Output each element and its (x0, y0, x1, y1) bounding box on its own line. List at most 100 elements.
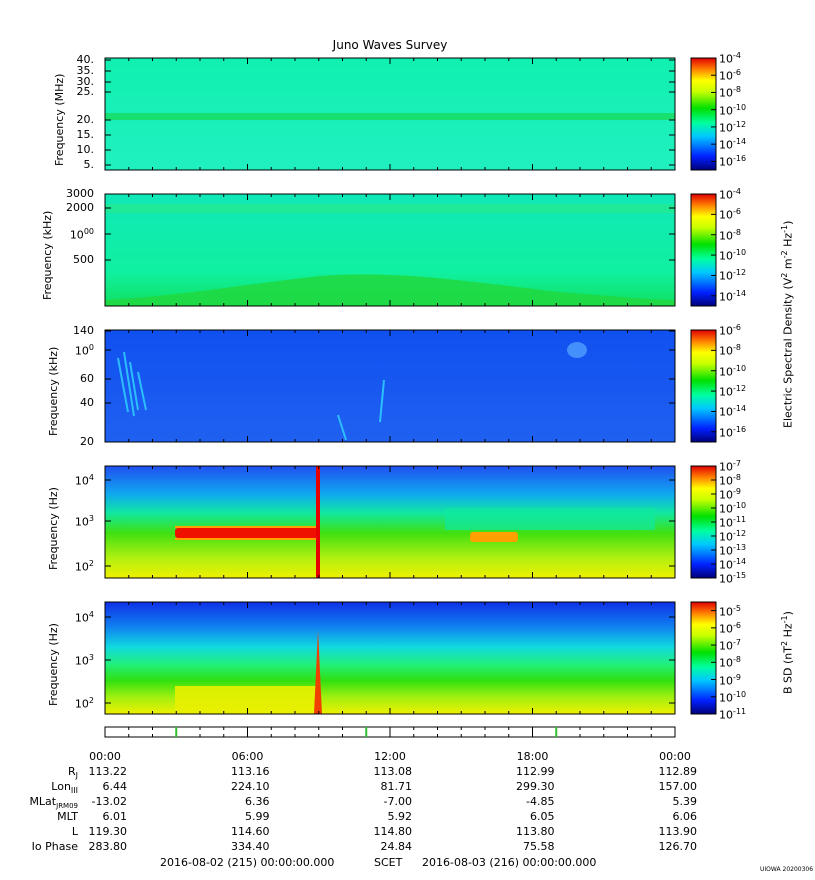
ephemeris-value: 5.99 (245, 810, 270, 823)
colorbar-tick-label: 10-12 (719, 119, 747, 135)
band-2000khz (105, 204, 675, 213)
y-tick-label: 102 (74, 559, 94, 574)
colorbar-tick-label: 10-12 (719, 384, 747, 399)
ephemeris-value: 6.01 (102, 810, 128, 823)
colorbar-tick-label: 10-8 (719, 473, 741, 488)
ephemeris-value: -4.85 (526, 795, 555, 808)
ephemeris-value: 113.90 (658, 825, 698, 838)
ephemeris-value: 113.16 (231, 765, 270, 778)
ephemeris-value: 299.30 (516, 780, 555, 793)
x-tick-label: 06:00 (231, 750, 264, 763)
colorbar-tick-label: 10-12 (719, 529, 747, 544)
y-tick-label: 3000 (66, 187, 94, 200)
colorbar-tick-label: 10-16 (719, 424, 747, 440)
impulse-5 (314, 630, 322, 714)
x-tick-label: 12:00 (374, 750, 406, 763)
ephemeris-value: -13.02 (91, 795, 127, 808)
colorbar-tick-label: 10-6 (719, 68, 741, 83)
ephemeris-value: 113.08 (373, 765, 413, 778)
colorbar-tick-label: 10-4 (719, 51, 741, 66)
y-tick-label: 35. (76, 64, 95, 77)
colorbar-tick-label: 10-8 (719, 655, 741, 670)
ephemeris-value: 126.70 (658, 840, 698, 853)
colorbar-tick-label: 10-8 (719, 343, 741, 359)
start-time: 2016-08-02 (215) 00:00:00.000 (160, 856, 335, 869)
colorbar-tick-label: 10-14 (719, 557, 747, 572)
ephemeris-value: 112.89 (658, 765, 698, 778)
ephemeris-value: 113.22 (88, 765, 128, 778)
ephemeris-value: 75.58 (523, 840, 555, 853)
colorbar-tick-label: 10-10 (719, 363, 747, 379)
ephemeris-value: 114.60 (231, 825, 270, 838)
y-tick-label: 2000 (66, 201, 94, 214)
spectrogram-panel-3 (105, 330, 675, 442)
colorbar-tick-label: 10-12 (719, 268, 747, 284)
y-tick-label: 1000 (69, 227, 94, 242)
colorbar-5 (690, 601, 717, 715)
colorbar-tick-label: 10-9 (719, 672, 741, 688)
y-tick-label: 5. (83, 158, 95, 171)
ephemeris-value: 6.44 (102, 780, 128, 793)
ephemeris-value: 157.00 (658, 780, 698, 793)
band-low-hump (105, 274, 675, 306)
impulse-4 (316, 466, 320, 578)
ephemeris-value: 113.80 (516, 825, 555, 838)
ephemeris-label: Io Phase (31, 840, 78, 853)
y-tick-label: 60 (80, 372, 94, 385)
colorbar-tick-label: 10-11 (719, 515, 747, 530)
colorbar-label-electric: Electric Spectral Density (V2 m-2 Hz-1) (780, 220, 795, 428)
y-tick-label: 25. (76, 85, 95, 98)
ephemeris-value: 224.10 (231, 780, 270, 793)
ephemeris-label: MLT (57, 810, 78, 823)
emission-blob (567, 342, 587, 358)
y-tick-label: 30. (76, 75, 95, 88)
chart-title: Juno Waves Survey (332, 38, 448, 52)
x-tick-label: 00:00 (659, 750, 691, 763)
colorbar-tick-label: 10-11 (719, 707, 747, 722)
ephemeris-value: 112.99 (516, 765, 555, 778)
ephemeris-value: 6.06 (672, 810, 698, 823)
colorbar-tick-label: 10-6 (719, 620, 741, 636)
ephemeris-label: RJ (67, 765, 78, 781)
x-tick-label: 18:00 (516, 750, 549, 763)
x-tick-label: 00:00 (89, 750, 121, 763)
ephemeris-value: 24.84 (380, 840, 413, 853)
colorbar-tick-label: 10-10 (719, 102, 747, 118)
colorbar-tick-label: 10-5 (719, 603, 741, 619)
y-tick-label: 100 (74, 343, 94, 358)
colorbar-2 (690, 193, 717, 307)
y-tick-label: 20. (76, 113, 95, 126)
y-tick-label: 40. (76, 53, 95, 66)
colorbar-tick-label: 10-14 (719, 137, 747, 152)
colorbar-tick-label: 10-13 (719, 543, 747, 558)
y-tick-label: 104 (74, 473, 94, 488)
emission-streaks (117, 351, 385, 441)
ephemeris-value: 114.80 (373, 825, 413, 838)
band-21mhz (105, 113, 675, 120)
ephemeris-value: 283.80 (88, 840, 128, 853)
stamp: UIOWA 20200306 (760, 866, 814, 873)
ephemeris-value: 5.39 (672, 795, 698, 808)
y-tick-label: 102 (74, 696, 94, 711)
line-emission-580hz (175, 528, 319, 538)
ephemeris-label: L (71, 825, 78, 838)
scet-label: SCET (374, 856, 403, 869)
ylabel-panel-3: Frequency (kHz) (47, 346, 60, 436)
y-tick-label: 103 (74, 514, 94, 529)
y-tick-label: 104 (74, 610, 94, 625)
colorbar-tick-label: 10-15 (719, 571, 747, 586)
colorbar-tick-label: 10-6 (719, 323, 741, 338)
colorbar-tick-label: 10-7 (719, 638, 741, 653)
colorbar-tick-label: 10-7 (719, 459, 741, 474)
y-tick-label: 15. (76, 128, 95, 141)
ephemeris-value: 334.40 (231, 840, 270, 853)
colorbar-tick-label: 10-9 (719, 487, 741, 502)
ephemeris-value: 6.05 (530, 810, 555, 823)
colorbar-3 (690, 329, 717, 443)
ephemeris-value: 6.36 (245, 795, 270, 808)
colorbar-tick-label: 10-16 (719, 154, 747, 170)
ylabel-panel-2: Frequency (kHz) (41, 210, 54, 300)
colorbar-tick-label: 10-6 (719, 207, 741, 223)
colorbar-tick-label: 10-8 (719, 85, 741, 101)
